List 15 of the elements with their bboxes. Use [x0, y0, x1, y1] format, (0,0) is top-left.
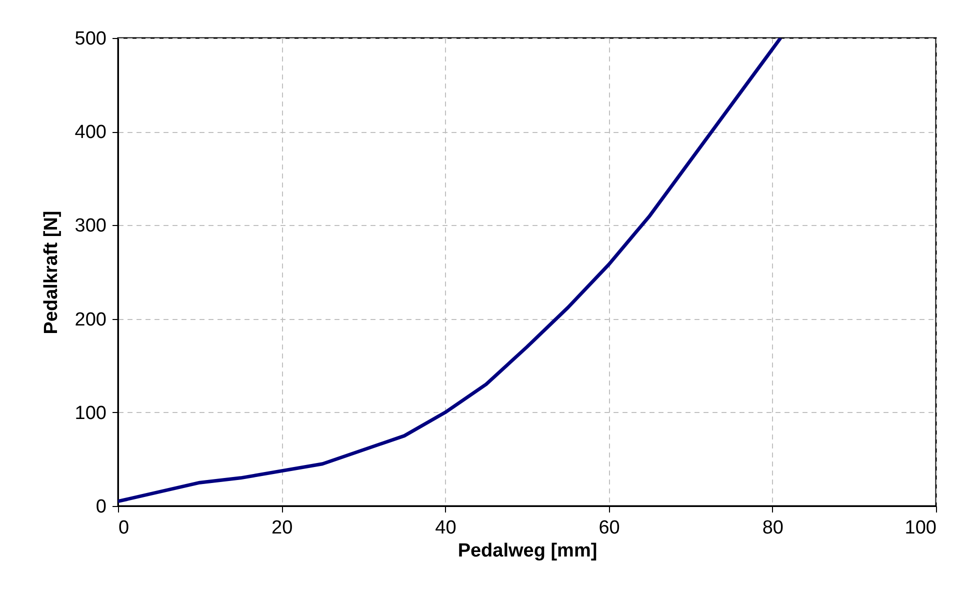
- x-tick-label: 20: [272, 518, 293, 538]
- x-axis-title: Pedalweg [mm]: [458, 540, 598, 562]
- y-tick-label: 400: [74, 122, 106, 144]
- line-series: [118, 38, 782, 504]
- y-tick-label: 500: [74, 28, 106, 50]
- y-tick-label: 300: [74, 216, 106, 237]
- y-axis-title: Pedalkraft [N]: [40, 210, 62, 334]
- x-tick-label: 60: [598, 518, 620, 538]
- x-tick-label: 100: [904, 518, 936, 538]
- y-tick-label: 100: [74, 402, 106, 424]
- x-tick-label: 80: [762, 518, 784, 538]
- x-tick-label: 40: [435, 518, 456, 538]
- y-tick-label: 200: [74, 309, 106, 330]
- y-tick-label: 0: [96, 496, 106, 518]
- x-tick-label: 0: [118, 518, 130, 538]
